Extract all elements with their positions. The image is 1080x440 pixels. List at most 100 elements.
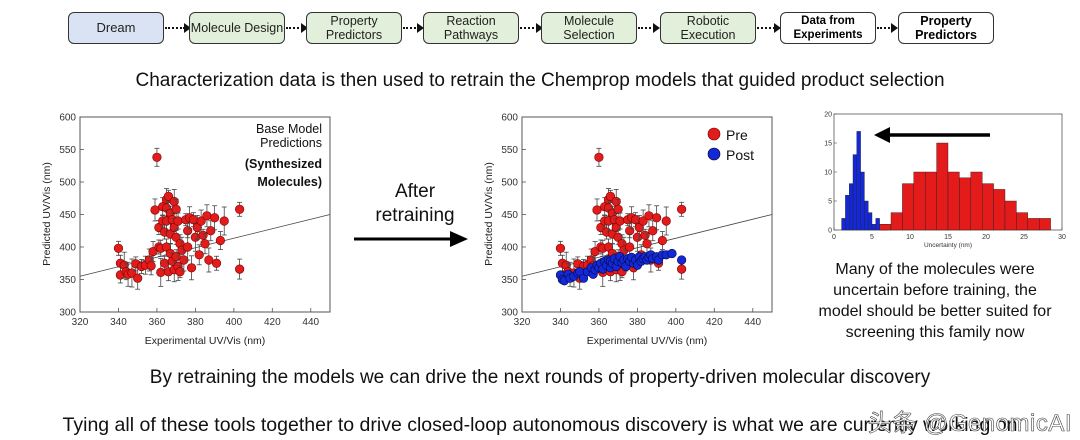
pipeline-arrowhead	[184, 23, 191, 33]
pipeline-step-data-from-experiments: Data from Experiments	[780, 12, 876, 44]
pre-hist-bar	[879, 223, 892, 231]
pipeline-connector	[638, 27, 655, 29]
y-tick-label: 350	[501, 275, 518, 286]
pre-hist-bar	[947, 171, 960, 231]
legend-marker-post	[707, 147, 721, 161]
y-tick-label: 550	[59, 145, 76, 156]
pre-point	[648, 226, 658, 236]
pre-point	[642, 239, 652, 249]
right-arrow	[354, 231, 468, 247]
pre-point	[652, 213, 662, 223]
post-hist-bar	[852, 154, 857, 231]
uncertainty-histogram: 0 5 10 15 20 25 30 0 5 10 15 20 Uncertainty (nm)	[824, 112, 1066, 250]
x-tick-label: 440	[302, 317, 319, 328]
base-point	[175, 267, 185, 277]
post-hist-bar	[841, 218, 846, 231]
base-point	[183, 242, 193, 252]
y-tick-label: 300	[59, 308, 76, 319]
post-hist-bar	[849, 183, 854, 231]
y-tick-label: 550	[501, 145, 518, 156]
plot-annotation: Base Model	[256, 122, 322, 136]
base-point	[235, 264, 245, 274]
y-tick-label: 20	[824, 112, 832, 119]
legend: Pre Post	[707, 127, 754, 163]
y-tick-label: 350	[59, 275, 76, 286]
pre-hist-bar	[936, 142, 949, 231]
x-tick-label: 420	[706, 317, 723, 328]
retrained-model-scatter: 320 340 360 380 400 420 440 300 350 400 450 500 550 6…	[483, 113, 773, 347]
x-tick-label: 15	[944, 234, 952, 241]
pipeline-step-dream: Dream	[68, 12, 164, 44]
pre-point	[625, 242, 635, 252]
pipeline-connector	[165, 27, 185, 29]
pre-hist-bar	[981, 183, 994, 231]
pre-hist-bar	[993, 189, 1006, 231]
legend-marker-pre	[707, 127, 721, 141]
y-tick-label: 400	[501, 243, 518, 254]
pipeline-arrowhead	[653, 23, 660, 33]
pre-point	[555, 243, 566, 253]
pre-point	[632, 232, 642, 242]
note-line-1: Many of the molecules were	[835, 261, 1035, 278]
pre-hist-bar	[1027, 218, 1040, 231]
retraining-label-line1: After	[394, 181, 436, 202]
note-line-3: model should be better suited for	[818, 303, 1052, 320]
uncertainty-note: Many of the molecules were uncertain bef…	[790, 259, 1080, 343]
x-tick-label: 30	[1058, 234, 1066, 241]
pre-hist-bar	[924, 171, 937, 231]
pre-hist-bar	[959, 177, 971, 231]
note-line-4: screening this family now	[845, 324, 1025, 341]
base-point	[206, 226, 216, 236]
y-tick-label: 450	[59, 210, 76, 221]
pre-point	[611, 196, 621, 207]
x-tick-label: 360	[149, 317, 166, 328]
pre-hist-bar	[902, 183, 915, 231]
pre-point	[605, 191, 616, 201]
pipeline-connector	[520, 27, 538, 29]
x-tick-label: 320	[72, 317, 89, 328]
legend-label-pre: Pre	[726, 127, 748, 143]
post-point	[677, 255, 687, 265]
base-point	[210, 213, 220, 223]
base-point	[160, 258, 170, 268]
base-point	[219, 216, 229, 226]
y-tick-label: 500	[59, 178, 76, 189]
left-arrow	[874, 127, 990, 143]
post-hist-bar	[875, 218, 880, 231]
base-point	[173, 216, 183, 226]
x-tick-label: 400	[668, 317, 685, 328]
base-point	[190, 232, 200, 242]
x-tick-label: 10	[906, 234, 914, 241]
pre-point	[657, 235, 667, 246]
retraining-label: After retraining	[355, 180, 475, 228]
base-point	[152, 152, 162, 162]
y-tick-label: 600	[59, 113, 76, 124]
pipeline-step-molecule-design: Molecule Design	[189, 12, 285, 44]
pipeline-arrowhead	[417, 23, 424, 33]
pipeline-step-molecule-selection: Molecule Selection	[541, 12, 637, 44]
y-tick-label: 400	[59, 243, 76, 254]
pre-point	[592, 205, 602, 215]
x-axis-label: Experimental UV/Vis (nm)	[145, 335, 266, 347]
y-axis-label: Predicted UV/Vis (nm)	[483, 162, 495, 266]
pipeline-step-property-predictors: Property Predictors	[306, 12, 402, 44]
pre-point	[661, 216, 671, 226]
pipeline-connector	[286, 27, 303, 29]
x-axis-label: Experimental UV/Vis (nm)	[587, 335, 708, 347]
x-tick-label: 380	[187, 317, 204, 328]
pipeline-step-property-predictors-final: Property Predictors	[898, 12, 994, 44]
plot-annotation: (Synthesized	[245, 157, 322, 171]
headline-bottom: Tying all of these tools together to dri…	[62, 414, 1018, 436]
base-model-scatter: 320 340 360 380 400 420 440 300 350 400 450 500 550 6…	[41, 113, 331, 347]
y-tick-label: 300	[501, 308, 518, 319]
x-tick-label: 320	[514, 317, 531, 328]
base-point	[113, 243, 124, 253]
pipeline-step-robotic-execution: Robotic Execution	[660, 12, 756, 44]
base-point	[186, 263, 197, 273]
pre-point	[594, 152, 604, 162]
pre-hist-bar	[913, 171, 926, 231]
pre-point	[644, 211, 654, 221]
pre-point	[640, 230, 650, 240]
x-tick-label: 340	[110, 317, 127, 328]
pre-point	[677, 204, 687, 214]
